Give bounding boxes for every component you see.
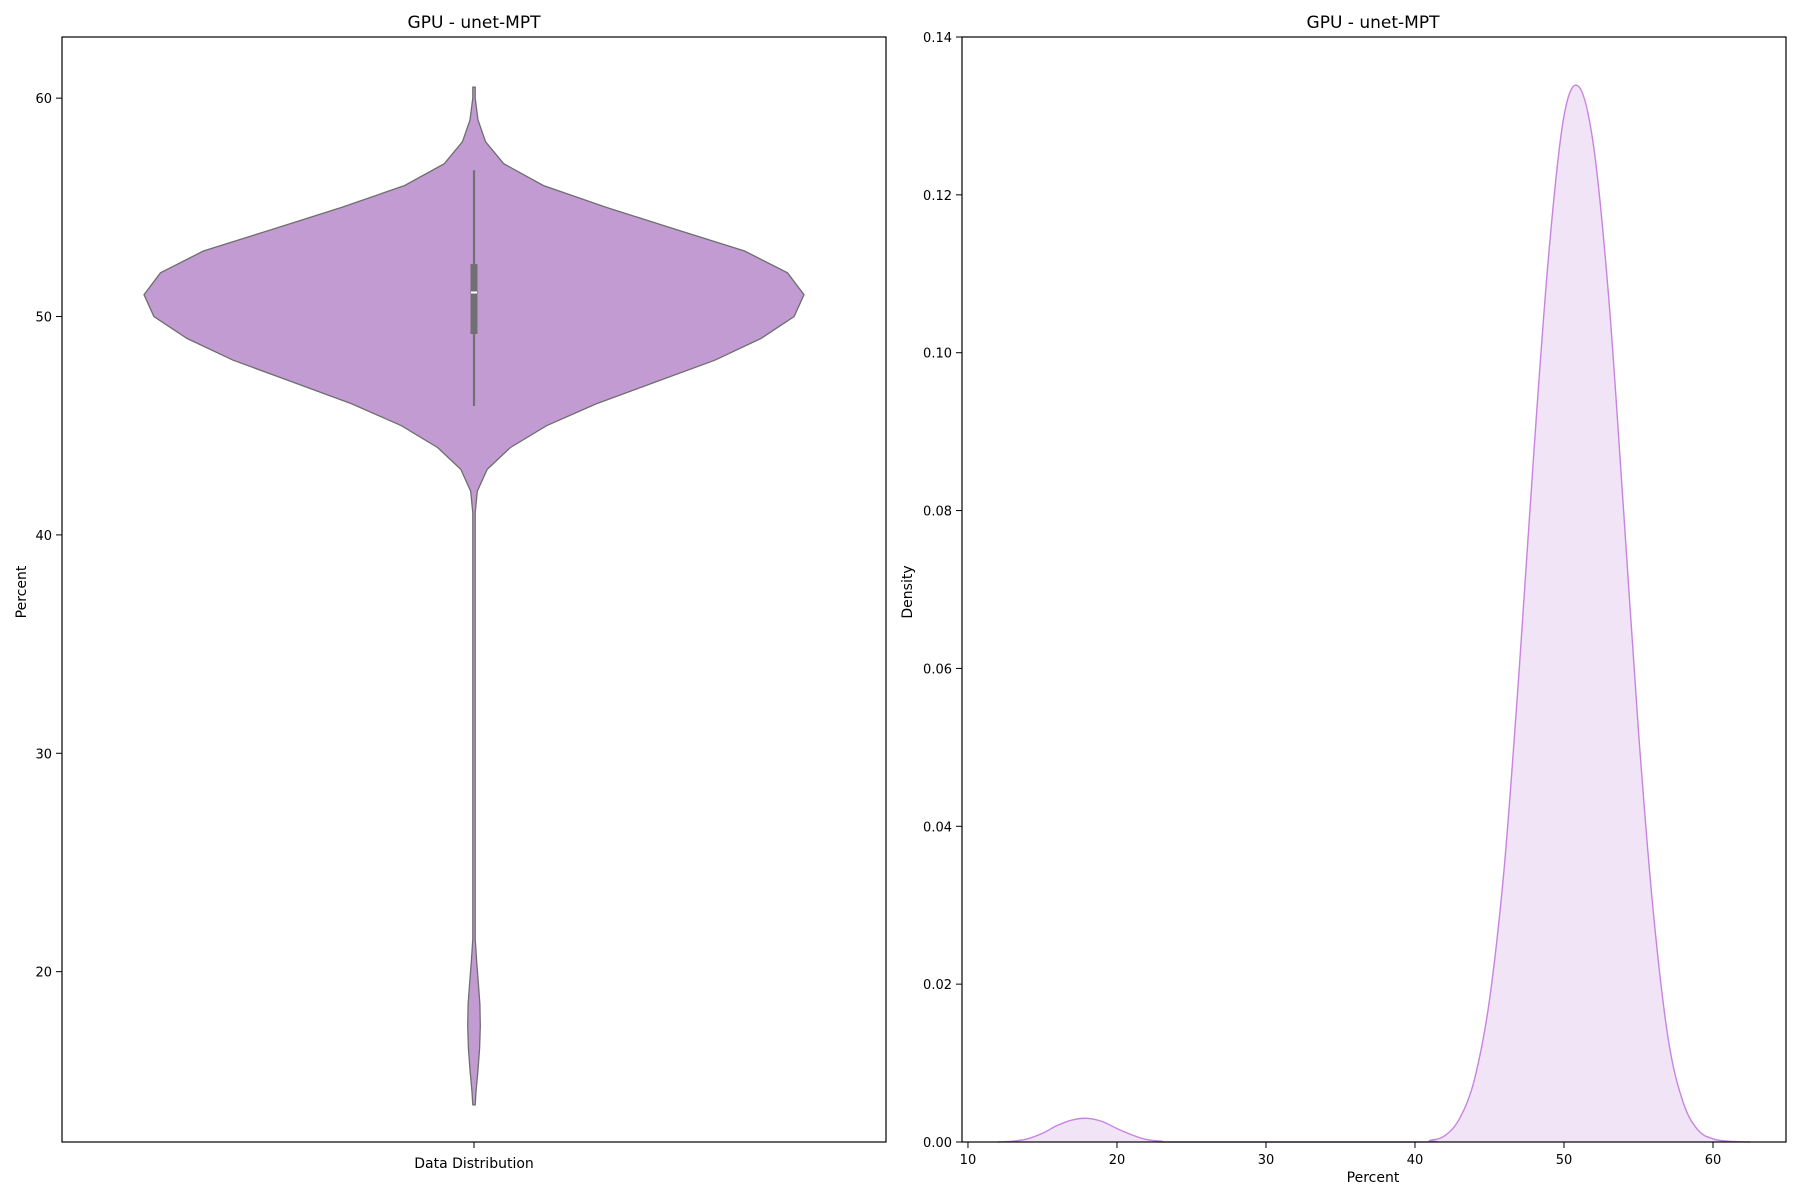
- right-plot-frame: [961, 36, 1787, 1143]
- left-y-tick-label: 50: [35, 311, 52, 326]
- right-y-tick-label: 0.14: [923, 31, 952, 46]
- left-y-axis-ticks: 20 30 40 50 60: [35, 92, 62, 981]
- right-y-tick-label: 0.06: [923, 662, 952, 677]
- left-y-tick-label: 30: [35, 747, 52, 762]
- violin-plot-area: [143, 86, 805, 1106]
- violin-iqr-box: [470, 264, 478, 334]
- right-y-tick-label: 0.02: [923, 978, 952, 993]
- right-x-tick-label: 20: [1109, 1153, 1126, 1168]
- right-y-tick-label: 0.04: [923, 820, 952, 835]
- left-x-axis-label: Data Distribution: [414, 1156, 534, 1172]
- right-y-tick-label: 0.00: [923, 1136, 952, 1151]
- left-y-axis-label: Percent: [14, 565, 30, 618]
- right-chart-title: GPU - unet-MPT: [1307, 13, 1441, 33]
- left-y-tick-label: 40: [35, 529, 52, 544]
- density-plot-panel: GPU - unet-MPT 0.000.020.040.060.080.100…: [900, 13, 1787, 1186]
- left-y-tick-label: 20: [35, 966, 52, 981]
- right-x-axis-label: Percent: [1347, 1170, 1400, 1186]
- right-y-axis-ticks: 0.00 0.02 0.04 0.06 0.08 0.10 0.12 0.14: [923, 31, 962, 1151]
- right-y-tick-label: 0.10: [923, 347, 952, 362]
- violin-body: [143, 86, 805, 1106]
- right-x-tick-label: 60: [1705, 1153, 1722, 1168]
- right-x-tick-label: 10: [960, 1153, 977, 1168]
- right-y-tick-label: 0.08: [923, 505, 952, 520]
- right-x-axis-ticks: 10 20 30 40 50 60: [960, 1142, 1722, 1168]
- right-x-tick-label: 30: [1258, 1153, 1275, 1168]
- density-curve: [997, 84, 1751, 1143]
- right-x-tick-label: 50: [1556, 1153, 1573, 1168]
- right-x-tick-label: 40: [1407, 1153, 1424, 1168]
- right-y-tick-label: 0.12: [923, 189, 952, 204]
- left-chart-title: GPU - unet-MPT: [408, 13, 542, 33]
- density-fill-area: [997, 85, 1751, 1143]
- left-y-tick-label: 60: [35, 92, 52, 107]
- violin-plot-panel: GPU - unet-MPT 20 30 40 50 60 Data Distribut…: [14, 13, 887, 1172]
- density-plot-area: [997, 84, 1751, 1143]
- right-y-axis-label: Density: [900, 565, 916, 618]
